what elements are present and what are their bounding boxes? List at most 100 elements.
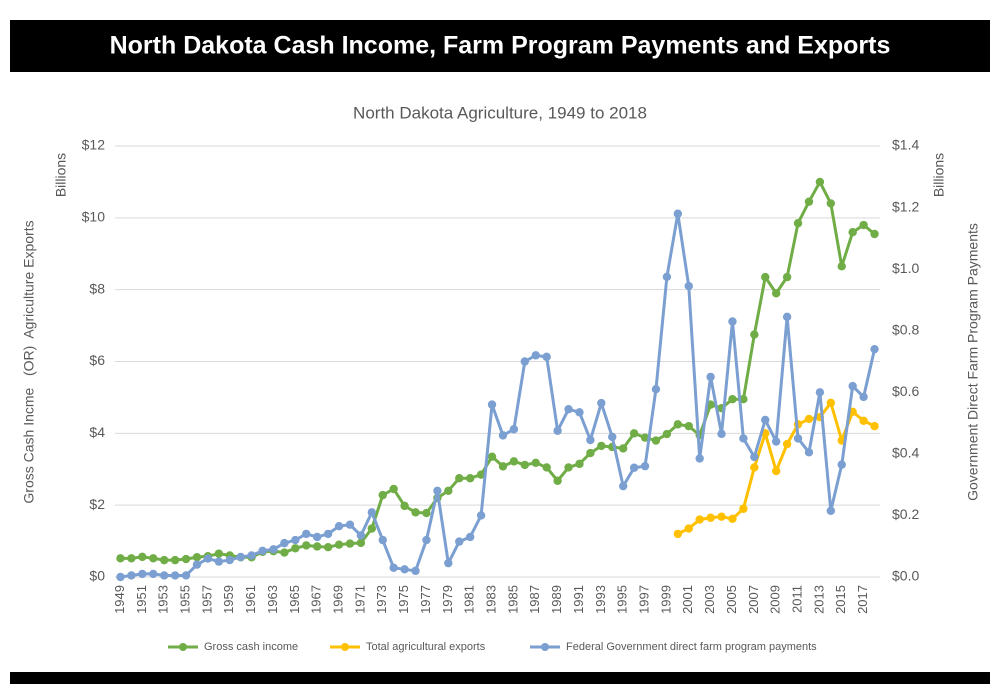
data-point [804,197,814,206]
data-point [771,437,781,446]
data-point [771,466,781,476]
data-point [848,381,857,391]
data-point [291,535,300,545]
data-point [378,490,387,500]
data-point [334,540,344,549]
data-point [345,520,355,529]
data-point [815,388,825,397]
data-point [181,554,191,564]
y-tick-label: $2 [89,496,105,512]
legend-marker [541,643,549,651]
data-point [728,395,737,404]
data-point [542,463,551,472]
data-point [717,512,726,521]
data-point [400,565,409,574]
data-point [138,552,147,562]
data-point [312,532,322,542]
data-point [236,552,245,562]
y2-tick-label: $1.2 [892,198,919,214]
y-tick-label: $6 [89,352,105,368]
x-tick-label: 1997 [636,585,651,614]
y-tick-label: $0 [89,568,105,584]
data-point [116,572,125,582]
data-point [651,385,661,394]
data-point [870,229,879,239]
legend-label: Total agricultural exports [366,641,486,653]
data-point [509,457,519,466]
data-point [782,312,792,322]
data-point [750,330,759,339]
data-point [280,538,289,548]
data-point [826,199,836,208]
data-point [640,433,650,442]
data-point [400,501,409,511]
data-point [498,462,508,471]
data-point [673,529,683,539]
x-tick-label: 2007 [746,585,761,614]
x-tick-label: 1949 [112,585,127,614]
data-point [564,463,573,472]
x-tick-label: 2013 [811,585,826,614]
data-point [761,415,770,425]
data-point [192,553,202,562]
data-point [422,535,431,545]
data-point [553,426,562,435]
x-tick-label: 1989 [549,585,564,614]
data-point [575,408,584,417]
data-point [170,555,180,565]
y2-tick-label: $0.4 [892,445,919,461]
data-point [192,560,202,569]
data-point [662,272,672,282]
data-point [739,504,748,513]
data-point [476,470,486,479]
x-tick-label: 1999 [658,585,673,614]
data-point [138,569,147,579]
data-point [761,272,770,282]
legend-marker [179,643,187,651]
data-point [465,474,475,483]
legend-label: Gross cash income [204,641,298,653]
data-point [291,544,300,553]
data-point [159,555,169,565]
data-point [520,357,530,366]
chart-title: North Dakota Agriculture, 1949 to 2018 [353,103,647,122]
data-point [345,539,355,548]
x-tick-label: 1995 [615,585,630,614]
y2-tick-label: $0.6 [892,383,919,399]
data-point [367,524,377,533]
data-point [116,554,125,563]
data-point [389,563,398,572]
data-point [181,571,191,580]
x-tick-label: 2015 [833,585,848,614]
data-point [302,529,311,539]
x-tick-label: 1971 [352,585,367,614]
data-point [684,421,693,431]
data-point [837,460,846,469]
data-point [214,549,224,558]
x-tick-label: 1953 [156,585,171,614]
y2-tick-label: $0.0 [892,568,919,584]
data-point [302,541,311,550]
data-point [684,524,693,533]
data-point [149,569,158,579]
data-point [476,511,486,520]
x-tick-label: 2017 [855,585,870,614]
x-tick-label: 1965 [287,585,302,614]
data-point [378,535,387,545]
data-point [433,486,442,495]
data-point [170,571,180,580]
data-point [564,405,573,414]
x-tick-label: 1983 [483,585,498,614]
data-point [323,529,333,539]
data-point [127,554,136,563]
y2-tick-label: $1.4 [892,137,919,153]
x-tick-label: 1959 [221,585,236,614]
data-point [793,219,803,228]
data-point [870,344,879,354]
data-point [608,432,617,442]
data-point [312,542,322,551]
data-point [782,272,792,282]
data-point [356,538,366,548]
data-point [771,289,781,298]
data-point [531,458,540,467]
